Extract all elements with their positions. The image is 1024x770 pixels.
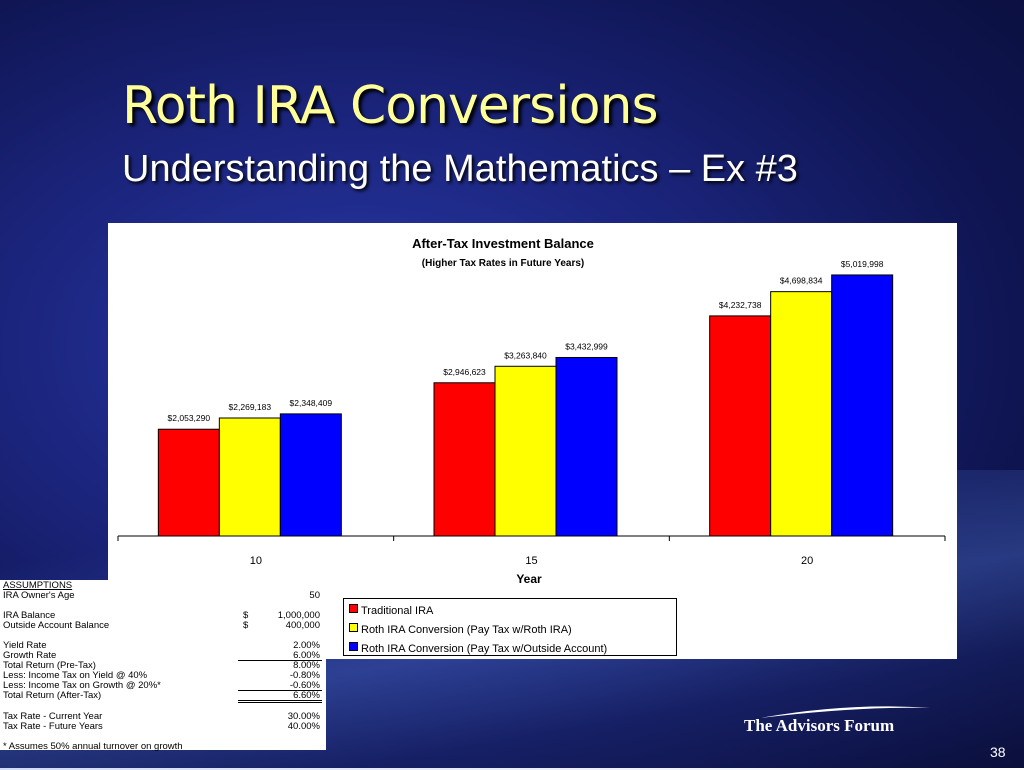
x-tick-label: 15: [525, 555, 537, 567]
less-yield-tax-value: -0.80%: [289, 670, 320, 681]
double-rule-top: [238, 700, 322, 701]
total-pre-tax-value: 8.00%: [293, 660, 320, 671]
bar: [770, 291, 833, 537]
bar-data-label: $4,232,738: [719, 300, 762, 310]
x-tick-label: 20: [801, 555, 813, 567]
sum-rule: [238, 660, 322, 661]
less-growth-tax-label: Less: Income Tax on Growth @ 20%*: [3, 680, 161, 691]
bar: [494, 365, 557, 537]
legend-item-roth-pay-outside: Roth IRA Conversion (Pay Tax w/Outside A…: [349, 642, 607, 655]
bar: [157, 428, 220, 537]
bar-data-label: $4,698,834: [780, 276, 823, 286]
legend-item-roth-pay-roth: Roth IRA Conversion (Pay Tax w/Roth IRA): [349, 623, 572, 636]
ira-balance-label: IRA Balance: [3, 610, 56, 621]
bar: [709, 315, 772, 537]
outside-balance-value: 400,000: [285, 620, 320, 631]
x-tick-label: 10: [250, 555, 262, 567]
yield-rate-label: Yield Rate: [3, 640, 47, 651]
bar: [433, 382, 496, 537]
double-rule-bottom: [238, 702, 322, 703]
ira-balance-value: 1,000,000: [277, 610, 320, 621]
legend-item-traditional: Traditional IRA: [349, 604, 433, 617]
bar-data-label: $2,269,183: [229, 402, 272, 412]
bar-data-label: $2,348,409: [290, 398, 333, 408]
legend-swatch-red: [349, 604, 358, 613]
tax-rate-current-value: 30.00%: [287, 711, 320, 722]
legend-label: Roth IRA Conversion (Pay Tax w/Outside A…: [361, 643, 608, 655]
bar-data-label: $5,019,998: [841, 259, 884, 269]
bar-data-label: $2,946,623: [443, 367, 486, 377]
legend-label: Roth IRA Conversion (Pay Tax w/Roth IRA): [361, 624, 572, 636]
bar: [555, 356, 618, 537]
advisors-forum-logo: The Advisors Forum: [740, 700, 940, 740]
bar-data-label: $3,432,999: [565, 341, 608, 351]
ira-balance-dollar: $: [243, 610, 249, 621]
tax-rate-future-label: Tax Rate - Future Years: [3, 721, 103, 732]
chart-subtitle: (Higher Tax Rates in Future Years): [422, 258, 584, 269]
outside-balance-label: Outside Account Balance: [3, 620, 110, 631]
less-growth-tax-value: -0.60%: [289, 680, 320, 691]
growth-rate-label: Growth Rate: [3, 650, 57, 661]
owner-age-label: IRA Owner's Age: [3, 590, 75, 601]
chart-title: After-Tax Investment Balance: [412, 236, 594, 251]
total-pre-tax-label: Total Return (Pre-Tax): [3, 660, 96, 671]
x-axis-title: Year: [516, 572, 542, 586]
legend-swatch-yellow: [349, 623, 358, 632]
bar: [218, 417, 281, 537]
footnote: * Assumes 50% annual turnover on growth: [3, 741, 183, 752]
total-after-tax-label: Total Return (After-Tax): [3, 690, 102, 701]
tax-rate-current-label: Tax Rate - Current Year: [3, 711, 103, 722]
tax-rate-future-value: 40.00%: [287, 721, 320, 732]
legend-label: Traditional IRA: [361, 605, 434, 617]
bar: [279, 413, 342, 537]
bar-data-label: $2,053,290: [168, 413, 211, 423]
less-yield-tax-label: Less: Income Tax on Yield @ 40%: [3, 670, 148, 681]
bar-data-label: $3,263,840: [504, 350, 547, 360]
chart-legend: Traditional IRA Roth IRA Conversion (Pay…: [343, 598, 677, 656]
slide-subtitle: Understanding the Mathematics – Ex #3: [122, 148, 798, 190]
sum-rule: [238, 690, 322, 691]
bar-chart: After-Tax Investment Balance (Higher Tax …: [117, 236, 946, 586]
logo-text: The Advisors Forum: [744, 716, 895, 735]
assumptions-table: ASSUMPTIONS IRA Owner's Age 50 IRA Balan…: [0, 580, 326, 752]
yield-rate-value: 2.00%: [293, 640, 320, 651]
logo-swoosh-icon: [760, 706, 930, 718]
bar: [831, 274, 894, 537]
page-number: 38: [990, 744, 1006, 760]
slide-title: Roth IRA Conversions: [122, 76, 659, 136]
owner-age-value: 50: [309, 590, 320, 601]
chart-panel: After-Tax Investment Balance (Higher Tax …: [108, 223, 957, 659]
outside-balance-dollar: $: [243, 620, 249, 631]
legend-swatch-blue: [349, 642, 358, 651]
total-after-tax-value: 6.60%: [293, 690, 320, 701]
growth-rate-value: 6.00%: [293, 650, 320, 661]
assumptions-header: ASSUMPTIONS: [3, 580, 73, 591]
